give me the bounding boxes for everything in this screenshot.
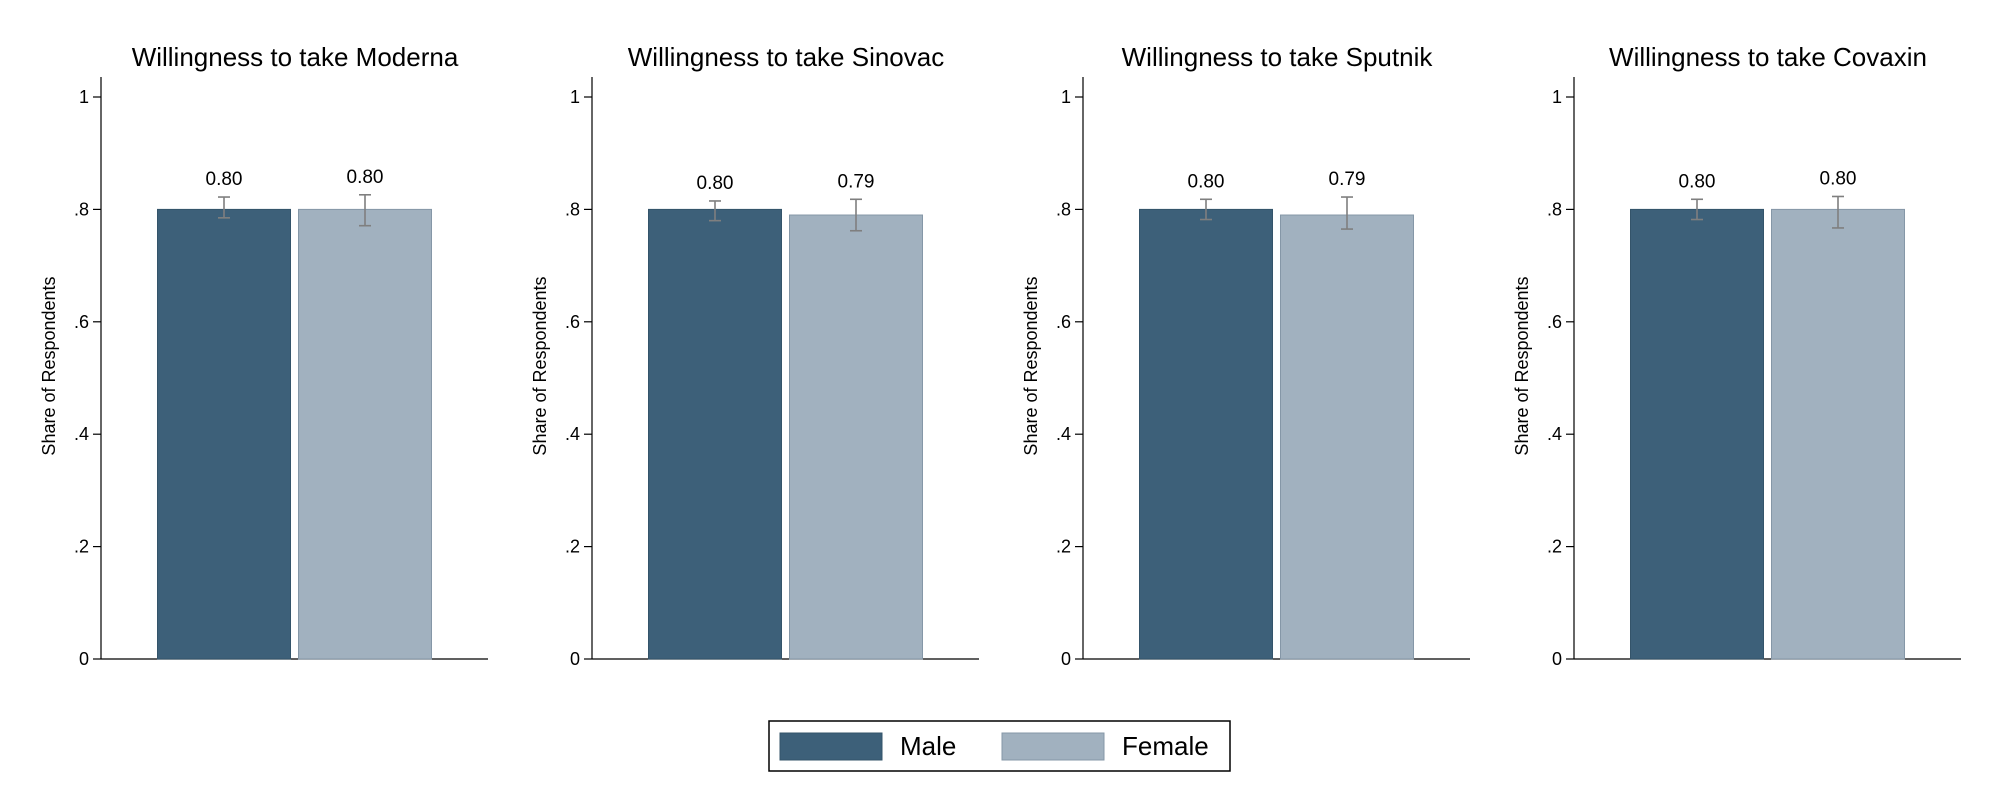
legend-label-female: Female (1122, 731, 1209, 761)
y-axis-label: Share of Respondents (39, 276, 59, 455)
error-bar-female (359, 193, 371, 227)
y-tick-label: .6 (1056, 312, 1071, 332)
y-tick-label: 1 (1061, 87, 1071, 107)
chart-title: Willingness to take Sinovac (628, 42, 944, 72)
y-axis-label: Share of Respondents (1021, 276, 1041, 455)
legend: Male Female (768, 720, 1231, 772)
legend-swatch-female (1001, 732, 1105, 761)
bar-female (789, 214, 923, 660)
error-bar-male (709, 200, 721, 222)
error-bar-male (1200, 198, 1212, 221)
bar-female (298, 208, 432, 660)
y-tick-label: .6 (565, 312, 580, 332)
y-tick-label: .4 (74, 424, 89, 444)
data-label-female: 0.79 (838, 171, 875, 192)
y-tick-label: 0 (1552, 649, 1562, 669)
bar-male (1139, 208, 1273, 660)
y-tick-label: .2 (1547, 537, 1562, 557)
error-bar-female (850, 198, 862, 232)
chart-title: Willingness to take Moderna (132, 42, 459, 72)
chart-panel-4: Willingness to take Covaxin Share of Resp… (1512, 42, 1961, 669)
y-tick-label: .2 (1056, 537, 1071, 557)
bar-female (1280, 214, 1414, 660)
y-tick-label: .8 (1056, 199, 1071, 219)
legend-label-male: Male (900, 731, 956, 761)
chart-panel-3: Willingness to take Sputnik Share of Resp… (1021, 42, 1470, 669)
y-tick-label: .2 (74, 537, 89, 557)
y-tick-label: .4 (1547, 424, 1562, 444)
chart-panel-2: Willingness to take Sinovac Share of Resp… (530, 42, 979, 669)
y-tick-label: .4 (565, 424, 580, 444)
bar-male (648, 208, 782, 660)
y-tick-label: 0 (1061, 649, 1071, 669)
y-tick-label: .8 (565, 199, 580, 219)
data-label-male: 0.80 (1679, 171, 1716, 192)
y-tick-label: .6 (74, 312, 89, 332)
y-tick-label: .6 (1547, 312, 1562, 332)
error-bar-male (1691, 198, 1703, 221)
y-axis-label: Share of Respondents (530, 276, 550, 455)
data-label-male: 0.80 (1188, 171, 1225, 192)
chart-panel-1: Willingness to take Moderna Share of Resp… (39, 42, 488, 669)
y-tick-label: 0 (79, 649, 89, 669)
y-tick-label: .8 (1547, 199, 1562, 219)
legend-swatch-male (779, 732, 883, 761)
bar-male (157, 208, 291, 660)
data-label-female: 0.80 (347, 167, 384, 188)
data-label-male: 0.80 (697, 173, 734, 194)
data-label-female: 0.80 (1820, 168, 1857, 189)
y-axis-label: Share of Respondents (1512, 276, 1532, 455)
chart-title: Willingness to take Covaxin (1609, 42, 1927, 72)
error-bar-male (218, 196, 230, 219)
y-tick-label: .4 (1056, 424, 1071, 444)
y-tick-label: 0 (570, 649, 580, 669)
data-label-male: 0.80 (206, 169, 243, 190)
y-tick-label: 1 (570, 87, 580, 107)
bar-female (1771, 208, 1905, 660)
error-bar-female (1832, 195, 1844, 229)
y-tick-label: .8 (74, 199, 89, 219)
bar-male (1630, 208, 1764, 660)
error-bar-female (1341, 196, 1353, 230)
chart-title: Willingness to take Sputnik (1122, 42, 1434, 72)
y-tick-label: 1 (1552, 87, 1562, 107)
y-tick-label: .2 (565, 537, 580, 557)
y-tick-label: 1 (79, 87, 89, 107)
data-label-female: 0.79 (1329, 169, 1366, 190)
